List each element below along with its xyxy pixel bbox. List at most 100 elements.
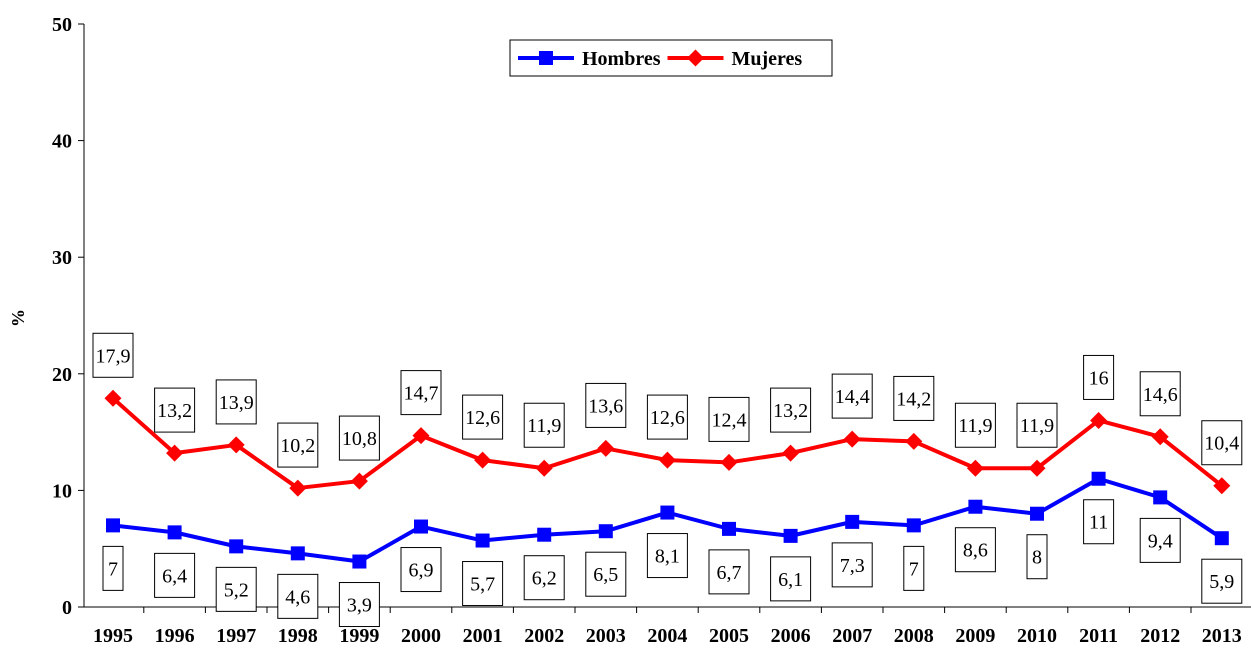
x-tick-label: 2006 [771, 625, 811, 647]
data-label-text: 10,2 [280, 435, 315, 457]
data-point-mujeres [474, 451, 492, 469]
data-label-box [462, 394, 504, 440]
data-point-hombres [1091, 471, 1106, 486]
data-point-hombres [845, 514, 860, 529]
data-label-box [215, 566, 257, 612]
data-label-box [215, 379, 257, 425]
data-label: 10,2 [277, 422, 319, 468]
data-label-box [523, 555, 565, 601]
data-label-text: 8 [1032, 547, 1042, 569]
data-point-mujeres [289, 479, 307, 497]
data-point-mujeres [1151, 428, 1169, 446]
data-label-box [831, 542, 873, 588]
data-label-text: 16 [1089, 367, 1109, 389]
x-tick-label: 2013 [1202, 625, 1242, 647]
data-point-mujeres [350, 472, 368, 490]
data-point-mujeres [843, 430, 861, 448]
data-point-hombres [968, 499, 983, 514]
data-label: 12,6 [646, 394, 688, 440]
data-label-box [277, 573, 319, 619]
data-label: 10,4 [1201, 420, 1243, 466]
x-tick-label: 2000 [401, 625, 441, 647]
data-label-box [338, 415, 380, 461]
x-tick-label: 1996 [155, 625, 195, 647]
data-point-hombres [1153, 490, 1168, 505]
data-point-mujeres [966, 459, 984, 477]
data-label-box [154, 387, 196, 433]
data-point-mujeres [1213, 477, 1231, 495]
data-label-text: 14,7 [404, 383, 439, 405]
data-label: 14,6 [1139, 371, 1181, 417]
data-label: 13,6 [585, 382, 627, 428]
data-label-text: 13,9 [219, 392, 254, 414]
x-tick-label: 2004 [647, 625, 687, 647]
data-label-box [770, 556, 812, 602]
data-label-box [770, 387, 812, 433]
data-label: 11 [1083, 499, 1115, 545]
data-label-text: 13,6 [588, 395, 623, 417]
data-label: 6,5 [585, 551, 627, 597]
series-layer [104, 389, 1231, 569]
data-label: 14,2 [893, 375, 935, 421]
legend-marker [687, 49, 704, 67]
legend: Hombres Mujeres [509, 39, 833, 77]
y-tick-label: 30 [52, 247, 72, 269]
data-point-hombres [290, 546, 305, 561]
data-label-text: 14,6 [1143, 384, 1178, 406]
data-point-mujeres [597, 439, 615, 457]
data-label-box [1026, 534, 1048, 580]
data-label: 6,7 [708, 549, 750, 595]
data-label-box [1201, 420, 1243, 466]
data-label-box [1083, 499, 1115, 545]
data-point-hombres [537, 527, 552, 542]
data-label: 14,7 [400, 370, 442, 416]
data-label-text: 5,7 [470, 574, 495, 596]
data-label: 4,6 [277, 573, 319, 619]
data-label-text: 5,2 [224, 579, 249, 601]
data-label-box [1139, 517, 1181, 563]
data-label-box [92, 332, 134, 378]
data-label-text: 7 [108, 558, 118, 580]
data-label-text: 6,9 [409, 560, 434, 582]
data-label: 8,6 [954, 527, 996, 573]
x-tick-label: 1998 [278, 625, 318, 647]
x-tick-label: 2012 [1140, 625, 1180, 647]
data-label-text: 14,4 [835, 386, 870, 408]
data-label: 10,8 [338, 415, 380, 461]
data-point-hombres [1030, 506, 1044, 521]
data-label: 13,2 [154, 387, 196, 433]
data-label: 7,3 [831, 542, 873, 588]
data-label: 7 [903, 545, 925, 591]
data-point-mujeres [227, 436, 245, 454]
data-point-mujeres [412, 427, 430, 445]
data-label-box [523, 402, 565, 448]
data-label-box [708, 396, 750, 442]
data-point-mujeres [1090, 411, 1108, 429]
data-label-box [400, 370, 442, 416]
x-tick-label: 2001 [463, 625, 503, 647]
data-label: 16 [1083, 354, 1115, 400]
data-label: 13,2 [770, 387, 812, 433]
data-label-text: 3,9 [347, 595, 372, 617]
data-label-box [954, 527, 996, 573]
data-label-text: 10,8 [342, 428, 377, 450]
data-point-hombres [475, 533, 490, 548]
data-point-mujeres [535, 459, 553, 477]
data-label: 5,7 [462, 561, 504, 607]
data-point-hombres [106, 518, 120, 533]
data-label-box [462, 561, 504, 607]
legend-marker [539, 51, 553, 65]
data-label: 5,2 [215, 566, 257, 612]
data-label-text: 11,9 [958, 415, 992, 437]
x-tick-label: 2003 [586, 625, 626, 647]
data-label-text: 6,7 [717, 562, 742, 584]
data-label-text: 11,9 [527, 415, 561, 437]
data-label-text: 7 [909, 558, 919, 580]
data-label: 5,9 [1201, 558, 1243, 604]
data-point-mujeres [782, 444, 800, 462]
legend-item-hombres: Hombres [518, 48, 661, 70]
data-label: 3,9 [338, 582, 380, 628]
data-label-text: 7,3 [840, 555, 865, 577]
y-tick-label: 50 [52, 14, 72, 36]
